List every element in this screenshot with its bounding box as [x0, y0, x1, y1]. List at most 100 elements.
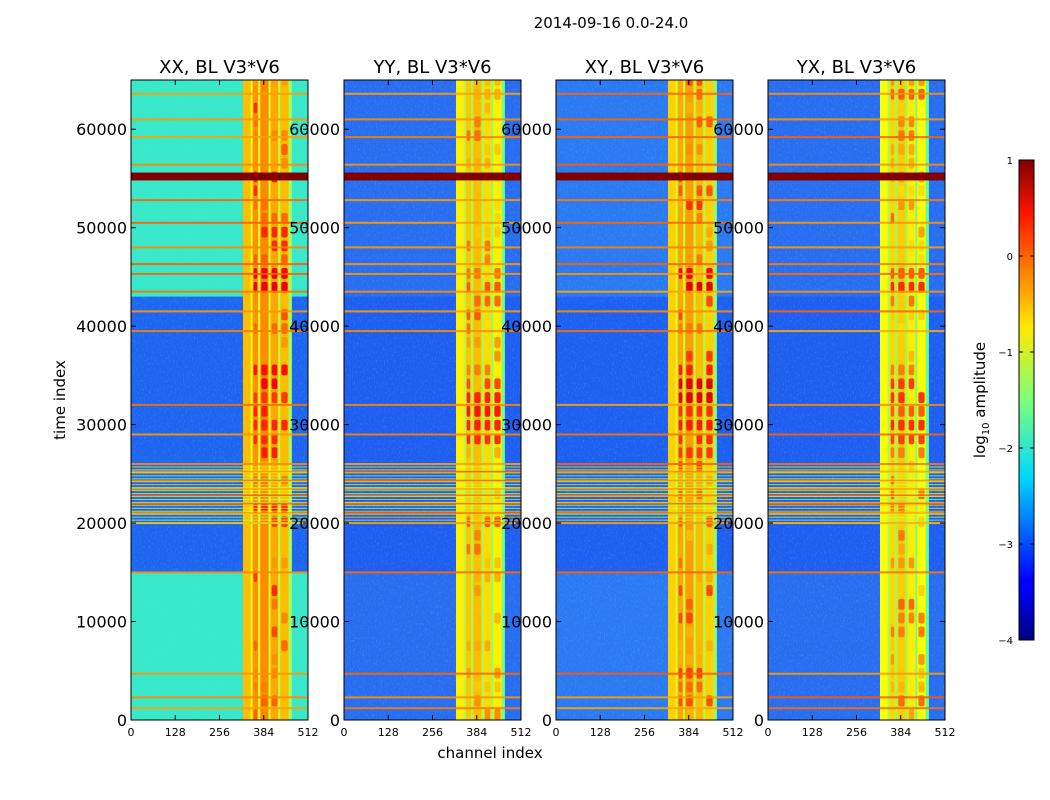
- rfi-line: [556, 487, 733, 490]
- rfi-line: [344, 672, 521, 675]
- signal-cell: [253, 405, 258, 417]
- colorbar-ticks: 1 0 −1 −2 −3 −4: [998, 156, 1034, 647]
- signal-cell: [271, 212, 278, 224]
- rfi-line: [344, 479, 521, 482]
- rfi-line: [768, 163, 945, 166]
- rfi-line: [131, 92, 308, 95]
- x-tick-label: 512: [298, 726, 319, 739]
- rfi-dense-line: [344, 513, 521, 515]
- signal-cell: [678, 419, 683, 431]
- rfi-line: [768, 487, 945, 490]
- signal-cell: [466, 378, 471, 390]
- rfi-dense-line: [344, 510, 521, 512]
- rfi-line: [344, 494, 521, 497]
- x-tick-label: 0: [341, 726, 348, 739]
- signal-cell: [898, 199, 905, 210]
- signal-cell: [474, 640, 481, 652]
- rfi-line: [131, 246, 308, 249]
- x-tick-label: 128: [590, 726, 611, 739]
- signal-cell: [271, 516, 278, 528]
- panel-title: YX, BL V3*V6: [796, 57, 916, 78]
- signal-cell: [271, 585, 278, 596]
- y-tick-label: 60000: [501, 120, 552, 139]
- rfi-line: [131, 696, 308, 699]
- rfi-dense-line: [556, 513, 733, 515]
- signal-cell: [678, 681, 683, 693]
- rfi-line: [768, 696, 945, 699]
- signal-cell: [484, 157, 491, 169]
- rfi-line: [131, 263, 308, 266]
- signal-cell: [281, 557, 288, 569]
- signal-cell: [686, 612, 693, 624]
- signal-cell: [474, 392, 481, 403]
- signal-cell: [474, 80, 481, 86]
- signal-cell: [494, 378, 501, 390]
- signal-cell: [271, 364, 278, 376]
- rfi-dense-line: [768, 504, 945, 506]
- rfi-dense-line: [556, 481, 733, 483]
- signal-cell: [686, 709, 693, 720]
- rfi-line: [768, 470, 945, 473]
- signal-band-column: [915, 80, 918, 720]
- signal-cell: [696, 185, 703, 197]
- signal-cell: [890, 433, 895, 445]
- signal-cell: [281, 144, 288, 155]
- x-tick-label: 512: [723, 726, 744, 739]
- signal-cell: [271, 654, 278, 665]
- signal-cell: [484, 419, 491, 431]
- signal-cell: [253, 392, 258, 403]
- signal-cell: [474, 226, 481, 238]
- signal-cell: [494, 447, 501, 459]
- signal-cell: [281, 254, 288, 266]
- signal-cell: [484, 226, 491, 238]
- rfi-line: [344, 463, 521, 465]
- signal-cell: [678, 557, 683, 569]
- rfi-line: [131, 136, 308, 139]
- rfi-dense-line: [131, 519, 308, 521]
- rfi-line: [768, 92, 945, 95]
- y-tick-label: 10000: [713, 613, 764, 632]
- signal-cell: [696, 116, 703, 128]
- rfi-line: [131, 672, 308, 675]
- signal-cell: [908, 157, 915, 169]
- signal-cell: [474, 102, 481, 114]
- signal-cell: [474, 612, 481, 624]
- signal-cell: [466, 516, 471, 528]
- signal-cell: [696, 254, 703, 266]
- signal-cell: [484, 405, 491, 417]
- signal-cell: [271, 240, 278, 252]
- x-tick-label: 128: [165, 726, 186, 739]
- signal-band-column: [288, 80, 292, 720]
- rfi-line: [344, 433, 521, 436]
- signal-cell: [918, 281, 925, 293]
- signal-cell: [484, 516, 491, 528]
- signal-cell: [918, 419, 925, 431]
- x-tick-label: 384: [678, 726, 699, 739]
- rfi-dense-line: [556, 507, 733, 509]
- signal-cell: [706, 543, 713, 555]
- rfi-dense-line: [344, 466, 521, 468]
- signal-cell: [494, 709, 501, 720]
- rfi-line: [131, 118, 308, 121]
- x-tick-label: 0: [553, 726, 560, 739]
- signal-cell: [890, 378, 895, 390]
- rfi-line: [344, 487, 521, 490]
- signal-cell: [706, 516, 713, 528]
- rfi-dense-line: [131, 472, 308, 474]
- signal-cell: [686, 281, 693, 293]
- rfi-dense-line: [556, 484, 733, 486]
- rfi-line: [768, 403, 945, 406]
- rfi-line: [556, 403, 733, 406]
- rfi-dense-line: [768, 490, 945, 492]
- rfi-line: [556, 463, 733, 465]
- rfi-dense-line: [344, 472, 521, 474]
- rfi-dense-line: [131, 466, 308, 468]
- signal-cell: [271, 392, 278, 403]
- signal-cell: [484, 254, 491, 266]
- rfi-dense-line: [131, 513, 308, 515]
- rfi-line: [768, 246, 945, 249]
- rfi-line: [131, 502, 308, 505]
- signal-cell: [484, 640, 491, 652]
- rfi-line: [556, 92, 733, 95]
- signal-cell: [281, 281, 288, 293]
